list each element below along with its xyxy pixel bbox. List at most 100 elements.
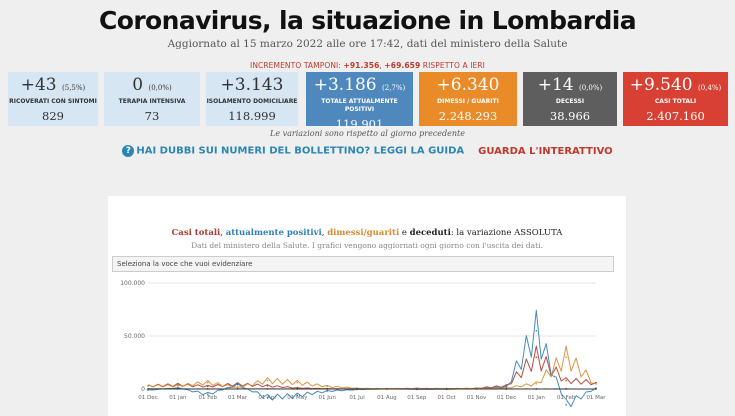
data-point: [206, 381, 209, 384]
card-total: 118.999: [228, 109, 276, 123]
x-tick-label: 01 Feb: [557, 395, 576, 401]
card-label: CASI TOTALI: [654, 98, 697, 105]
card-pct: (0,0%): [579, 84, 603, 92]
data-point: [266, 388, 269, 390]
increment-prefix: INCREMENTO TAMPONI:: [250, 61, 344, 70]
x-tick-label: 01 Aug: [377, 395, 397, 401]
data-point: [296, 388, 299, 390]
card-pct: (0,4%): [698, 84, 722, 92]
x-tick-label: 01 Mar: [228, 395, 248, 401]
data-point: [206, 388, 209, 390]
x-tick-label: 01 Jul: [349, 395, 365, 401]
data-point: [266, 385, 269, 387]
increment-tamponi-value: +91.356: [343, 61, 380, 70]
data-point: [445, 388, 448, 390]
card-label: TOTALE ATTUALMENTE POSITIVI: [321, 98, 398, 113]
interactive-link[interactable]: GUARDA L'INTERATTIVO: [478, 145, 613, 157]
guide-link-label: HAI DUBBI SUI NUMERI DEL BOLLETTINO? LEG…: [136, 145, 465, 157]
card-delta: +14: [537, 75, 574, 95]
card-terapia-intensiva: 0 (0,0%) TERAPIA INTENSIVA 73: [104, 72, 200, 126]
x-tick-label: 01 May: [287, 395, 308, 401]
chart-title-casi: Casi totali: [171, 228, 221, 238]
page-title: Coronavirus, la situazione in Lombardia: [99, 6, 637, 35]
data-point: [206, 393, 209, 396]
x-tick-label: 01 Jan: [528, 395, 546, 401]
card-total: 73: [144, 109, 160, 123]
chart-title-comma: ,: [321, 228, 328, 238]
increment-vs-value: +69.659: [384, 61, 421, 70]
chart-title-dimessi: dimessi/guariti: [327, 228, 400, 238]
chart-subtitle: Dati del ministero della Salute. I grafi…: [191, 241, 543, 250]
x-tick-label: 01 Mar: [586, 395, 606, 401]
series-line-0: [147, 345, 597, 390]
data-point: [147, 385, 149, 387]
chart-title-and: e: [399, 228, 410, 238]
series-line-1: [147, 309, 597, 408]
card-decessi: +14 (0,0%) DECESSI 38.966: [523, 72, 617, 126]
card-label: ISOLAMENTO DOMICILIARE: [206, 98, 298, 105]
data-point: [565, 356, 567, 358]
data-point: [177, 385, 179, 387]
data-point: [206, 385, 209, 388]
x-tick-label: 01 Sep: [407, 395, 427, 401]
card-delta: +43: [20, 75, 57, 95]
data-point: [565, 404, 567, 406]
stats-cards: +43 (5,5%) RICOVERATI CON SINTOMI 829 0 …: [8, 72, 728, 131]
card-total: 38.966: [549, 109, 591, 123]
x-tick-label: 01 Dec: [497, 395, 516, 401]
card-pct: (5,5%): [62, 84, 86, 92]
data-point: [386, 388, 388, 390]
data-point: [535, 329, 538, 332]
data-point: [535, 356, 538, 358]
chart-title: Casi totali, attualmente positivi, dimes…: [108, 228, 626, 238]
page-subtitle: Aggiornato al 15 marzo 2022 alle ore 17:…: [167, 38, 568, 50]
card-total: 2.248.293: [438, 109, 498, 123]
data-point: [147, 389, 149, 391]
chart-container: Casi totali, attualmente positivi, dimes…: [108, 196, 626, 416]
data-point: [296, 381, 299, 384]
card-pct: (2,7%): [382, 84, 406, 92]
chart-title-comma: ,: [220, 228, 226, 238]
x-tick-label: 01 Nov: [467, 395, 487, 401]
increment-tamponi: INCREMENTO TAMPONI: +91.356, +69.659 RIS…: [0, 61, 735, 70]
data-point: [296, 394, 299, 397]
series-select[interactable]: Seleziona la voce che vuoi evidenziare: [112, 256, 614, 272]
data-point: [535, 382, 538, 385]
card-attualmente-positivi: +3.186 (2,7%) TOTALE ATTUALMENTE POSITIV…: [306, 72, 413, 131]
data-point: [535, 388, 538, 390]
data-point: [326, 390, 328, 392]
guide-link[interactable]: ? HAI DUBBI SUI NUMERI DEL BOLLETTINO? LE…: [122, 145, 465, 157]
data-point: [475, 388, 478, 390]
card-delta: +9.540: [629, 75, 693, 95]
links-row: ? HAI DUBBI SUI NUMERI DEL BOLLETTINO? LE…: [0, 145, 735, 157]
y-tick-label: 50.000: [124, 333, 145, 340]
x-tick-label: 01 Jun: [319, 395, 337, 401]
increment-sep: ,: [379, 61, 385, 70]
data-point: [595, 388, 597, 390]
data-point: [565, 388, 567, 390]
data-point: [565, 379, 567, 382]
card-label: DIMESSI / GUARITI: [437, 98, 499, 105]
data-point: [177, 388, 179, 390]
card-delta: 0: [132, 75, 144, 95]
series-line-2: [147, 345, 597, 390]
increment-suffix: RISPETTO A IERI: [420, 61, 485, 70]
card-label: TERAPIA INTENSIVA: [118, 98, 186, 105]
chart-title-positivi: attualmente positivi: [225, 228, 322, 238]
x-tick-label: 01 Jan: [169, 395, 187, 401]
data-point: [356, 388, 358, 390]
card-total: 119.901: [335, 117, 384, 131]
card-dimessi-guariti: +6.340 DIMESSI / GUARITI 2.248.293: [419, 72, 517, 126]
data-point: [416, 388, 418, 390]
x-tick-label: 01 Dec: [138, 395, 157, 401]
data-point: [236, 383, 239, 386]
y-tick-label: 0: [141, 386, 145, 393]
card-delta: +3.143: [220, 75, 284, 95]
card-isolamento: +3.143 ISOLAMENTO DOMICILIARE 118.999: [206, 72, 298, 126]
y-tick-label: 100.000: [120, 280, 145, 287]
line-chart: 100.000 50.000 0 01 Dec 01 Jan 01 Feb 01 Mar 01…: [120, 280, 606, 408]
card-label: DECESSI: [555, 98, 585, 105]
chart-title-rest: : la variazione ASSOLUTA: [450, 228, 563, 238]
card-pct: (0,0%): [148, 84, 172, 92]
card-ricoverati: +43 (5,5%) RICOVERATI CON SINTOMI 829: [8, 72, 98, 126]
